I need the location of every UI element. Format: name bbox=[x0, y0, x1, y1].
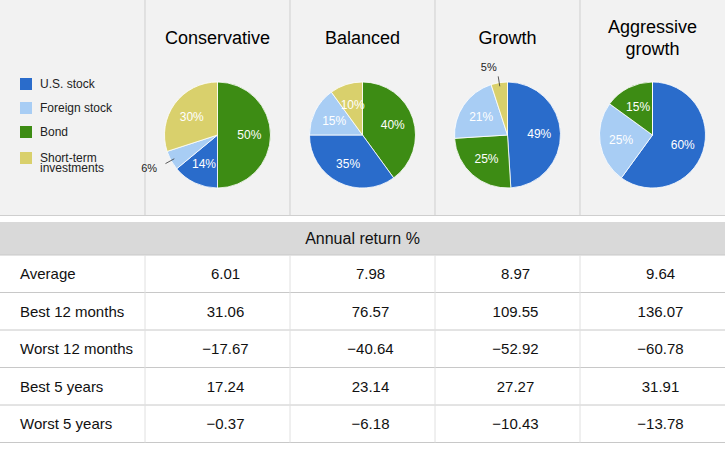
table-cell: 31.91 bbox=[642, 378, 680, 395]
table-column-border bbox=[145, 255, 146, 443]
table-title-band bbox=[0, 222, 725, 255]
table-cell: 31.06 bbox=[207, 303, 245, 320]
table-cell: 7.98 bbox=[356, 265, 385, 282]
text-line: growth bbox=[625, 39, 679, 59]
pie-slice bbox=[652, 82, 653, 135]
header-bottom-border bbox=[0, 215, 725, 216]
data-label: 49% bbox=[527, 127, 551, 141]
table-cell: −13.78 bbox=[637, 415, 683, 432]
data-label: 15% bbox=[322, 114, 346, 128]
text-line: Aggressive bbox=[608, 17, 697, 37]
row-label: Best 12 months bbox=[20, 303, 124, 320]
chart-title: Conservative bbox=[165, 28, 270, 48]
text-line: investments bbox=[40, 161, 104, 175]
table-cell: 9.64 bbox=[646, 265, 675, 282]
table-cell: −0.37 bbox=[207, 415, 245, 432]
data-label: 30% bbox=[180, 110, 204, 124]
chart-title: Balanced bbox=[325, 28, 400, 48]
data-label: 15% bbox=[626, 100, 650, 114]
pie-slice bbox=[508, 82, 561, 188]
table-cell: 27.27 bbox=[497, 378, 535, 395]
row-label: Average bbox=[20, 265, 76, 282]
pie: 60% 25% 15% bbox=[599, 82, 705, 188]
table-cell: −40.64 bbox=[347, 340, 393, 357]
row-label: Worst 12 months bbox=[20, 340, 133, 357]
label-leader bbox=[165, 159, 174, 164]
table-cell: 23.14 bbox=[352, 378, 390, 395]
table-cell: −60.78 bbox=[637, 340, 683, 357]
table-cell: 76.57 bbox=[352, 303, 390, 320]
table-row-border bbox=[0, 405, 725, 406]
data-label: 10% bbox=[341, 98, 365, 112]
pie: 50% 14% 6% 30% bbox=[141, 82, 270, 188]
table-cell: 109.55 bbox=[493, 303, 539, 320]
label-leader bbox=[498, 76, 500, 86]
pie: 49% 25% 21% 5% bbox=[455, 61, 561, 188]
table-column-border bbox=[290, 255, 291, 443]
data-label: 5% bbox=[481, 61, 497, 73]
legend-swatch bbox=[20, 126, 32, 138]
legend-swatch bbox=[20, 78, 32, 90]
data-label: 6% bbox=[141, 162, 157, 174]
page: Conservative 50% 14% 6% 30% Balanced 40% 35% 15%… bbox=[0, 0, 725, 450]
legend-swatch bbox=[20, 102, 32, 114]
table-cell: −52.92 bbox=[492, 340, 538, 357]
legend-swatch bbox=[20, 152, 32, 164]
column-divider bbox=[580, 0, 581, 215]
table-cell: −17.67 bbox=[202, 340, 248, 357]
data-label: 14% bbox=[192, 157, 216, 171]
row-label: Best 5 years bbox=[20, 378, 103, 395]
data-label: 21% bbox=[469, 110, 493, 124]
table-cell: −10.43 bbox=[492, 415, 538, 432]
table-row-border bbox=[0, 367, 725, 368]
table-cell: 6.01 bbox=[211, 265, 240, 282]
table-cell: 8.97 bbox=[501, 265, 530, 282]
legend-label: Foreign stock bbox=[40, 101, 113, 115]
table-column-border bbox=[580, 255, 581, 443]
chart-title: Aggressivegrowth bbox=[608, 17, 697, 59]
table-row-border bbox=[0, 442, 725, 443]
table-cell: −6.18 bbox=[352, 415, 390, 432]
data-label: 40% bbox=[381, 118, 405, 132]
column-divider bbox=[290, 0, 291, 215]
column-divider bbox=[145, 0, 146, 215]
data-label: 50% bbox=[237, 128, 261, 142]
column-divider bbox=[435, 0, 436, 215]
data-label: 60% bbox=[671, 138, 695, 152]
pie-slice bbox=[455, 135, 511, 188]
pie-slice bbox=[610, 82, 653, 135]
pie-slice bbox=[491, 82, 507, 135]
data-label: 35% bbox=[336, 157, 360, 171]
data-label: 25% bbox=[474, 152, 498, 166]
chart-title: Growth bbox=[478, 28, 536, 48]
row-label: Worst 5 years bbox=[20, 415, 112, 432]
table-title: Annual return % bbox=[305, 230, 420, 247]
table-row-border bbox=[0, 292, 725, 293]
data-label: 25% bbox=[609, 133, 633, 147]
pie-slice bbox=[310, 135, 394, 188]
pie: 40% 35% 15% 10% bbox=[310, 82, 416, 188]
table-cell: 136.07 bbox=[638, 303, 684, 320]
legend-label: Short-terminvestments bbox=[40, 151, 104, 175]
pie-slice bbox=[218, 82, 271, 188]
legend-label: U.S. stock bbox=[40, 77, 96, 91]
pie-slice bbox=[164, 82, 217, 151]
table-row-border bbox=[0, 330, 725, 331]
table-cell: 17.24 bbox=[207, 378, 245, 395]
legend-label: Bond bbox=[40, 125, 68, 139]
table-column-border bbox=[435, 255, 436, 443]
table-row-border bbox=[0, 255, 725, 256]
header-background bbox=[0, 0, 725, 215]
